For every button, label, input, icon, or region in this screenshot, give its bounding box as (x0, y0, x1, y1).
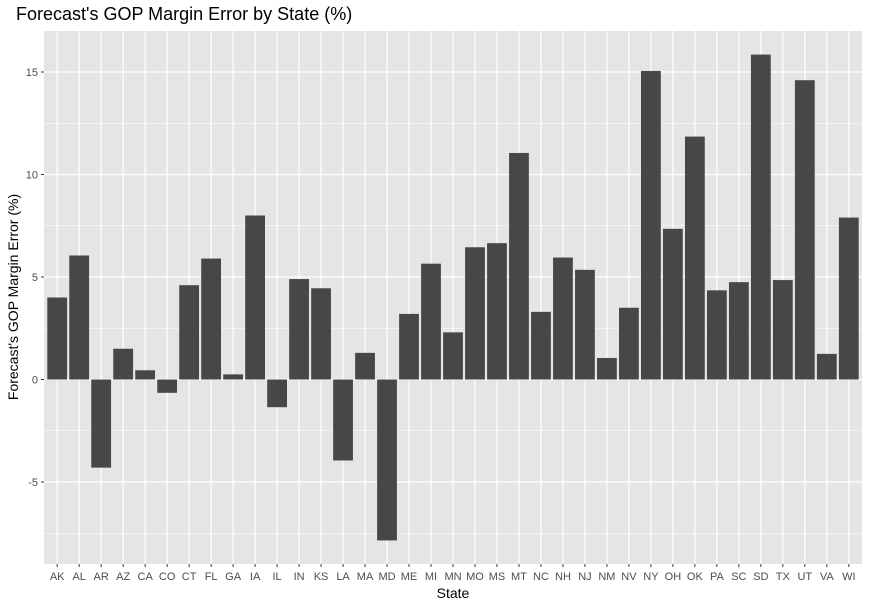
x-tick-label: AZ (116, 571, 130, 583)
x-tick-label: AL (72, 571, 85, 583)
bar-nm (597, 357, 617, 380)
x-axis-ticks: AK AL AR AZ CA CO CT FL GA IA IL IN KS LA MA MD ME MI MN MO… (50, 564, 856, 583)
x-tick-label: LA (336, 571, 350, 583)
bar-wi (838, 217, 859, 380)
bar-nc (531, 311, 551, 380)
x-tick-label: WI (842, 571, 855, 583)
y-tick-label: -5 (28, 477, 38, 489)
bar-nv (619, 307, 639, 380)
x-tick-label: CT (182, 571, 197, 583)
x-tick-label: CA (138, 571, 154, 583)
bar-oh (662, 228, 683, 380)
bar-pa (706, 290, 727, 380)
y-tick-label: 5 (32, 272, 38, 284)
bar-md (377, 379, 397, 541)
x-tick-label: NY (643, 571, 659, 583)
bar-ma (355, 352, 375, 380)
bar-mi (421, 263, 441, 380)
x-axis-title: State (437, 585, 470, 601)
bar-sd (750, 54, 771, 380)
x-tick-label: MD (378, 571, 395, 583)
x-tick-label: AK (50, 571, 65, 583)
y-tick-label: 10 (26, 170, 38, 182)
bar-nj (575, 269, 595, 380)
bar-il (267, 379, 287, 408)
bar-ga (223, 374, 244, 380)
x-tick-label: SD (753, 571, 768, 583)
y-axis-ticks: -5 0 5 10 15 (26, 67, 44, 489)
x-tick-label: NV (621, 571, 637, 583)
y-tick-label: 15 (26, 67, 38, 79)
x-tick-label: IA (250, 571, 261, 583)
x-tick-label: FL (205, 571, 218, 583)
bar-mo (465, 247, 485, 380)
x-tick-label: KS (314, 571, 329, 583)
x-tick-label: MA (357, 571, 374, 583)
bar-ok (684, 136, 705, 380)
x-tick-label: AR (94, 571, 109, 583)
x-tick-label: MS (489, 571, 506, 583)
x-tick-label: MI (425, 571, 437, 583)
bar-ak (47, 297, 68, 380)
bar-ny (641, 70, 661, 380)
x-tick-label: OH (665, 571, 682, 583)
x-tick-label: NM (598, 571, 615, 583)
bar-ks (311, 288, 331, 380)
bar-ms (487, 243, 507, 380)
bar-ut (794, 80, 815, 380)
x-tick-label: ME (401, 571, 418, 583)
bar-ca (135, 370, 156, 380)
x-tick-label: MN (444, 571, 461, 583)
x-tick-label: MT (511, 571, 527, 583)
bar-az (113, 348, 134, 380)
bars (47, 54, 859, 541)
bar-mn (443, 332, 463, 380)
chart-title: Forecast's GOP Margin Error by State (%) (16, 4, 352, 24)
x-tick-label: NH (555, 571, 571, 583)
y-tick-label: 0 (32, 375, 38, 387)
x-tick-label: IL (272, 571, 281, 583)
bar-nh (553, 257, 573, 380)
bar-va (816, 353, 837, 380)
bar-in (289, 279, 309, 380)
bar-ar (91, 379, 112, 468)
bar-co (157, 379, 178, 393)
bar-ia (245, 215, 265, 380)
x-tick-label: MO (466, 571, 484, 583)
x-tick-label: UT (797, 571, 812, 583)
bar-la (333, 379, 353, 461)
x-tick-label: SC (731, 571, 746, 583)
x-tick-label: OK (687, 571, 704, 583)
bar-me (399, 313, 419, 380)
x-tick-label: IN (294, 571, 305, 583)
bar-ct (179, 285, 200, 380)
x-tick-label: TX (776, 571, 791, 583)
x-tick-label: CO (159, 571, 176, 583)
x-tick-label: PA (710, 571, 725, 583)
bar-fl (201, 258, 222, 380)
bar-tx (772, 280, 793, 380)
bar-mt (509, 152, 529, 380)
bar-al (69, 255, 90, 380)
x-tick-label: NJ (578, 571, 591, 583)
bar-sc (728, 282, 749, 380)
x-tick-label: GA (225, 571, 242, 583)
y-axis-title: Forecast's GOP Margin Error (%) (5, 194, 21, 400)
x-tick-label: VA (820, 571, 835, 583)
x-tick-label: NC (533, 571, 549, 583)
